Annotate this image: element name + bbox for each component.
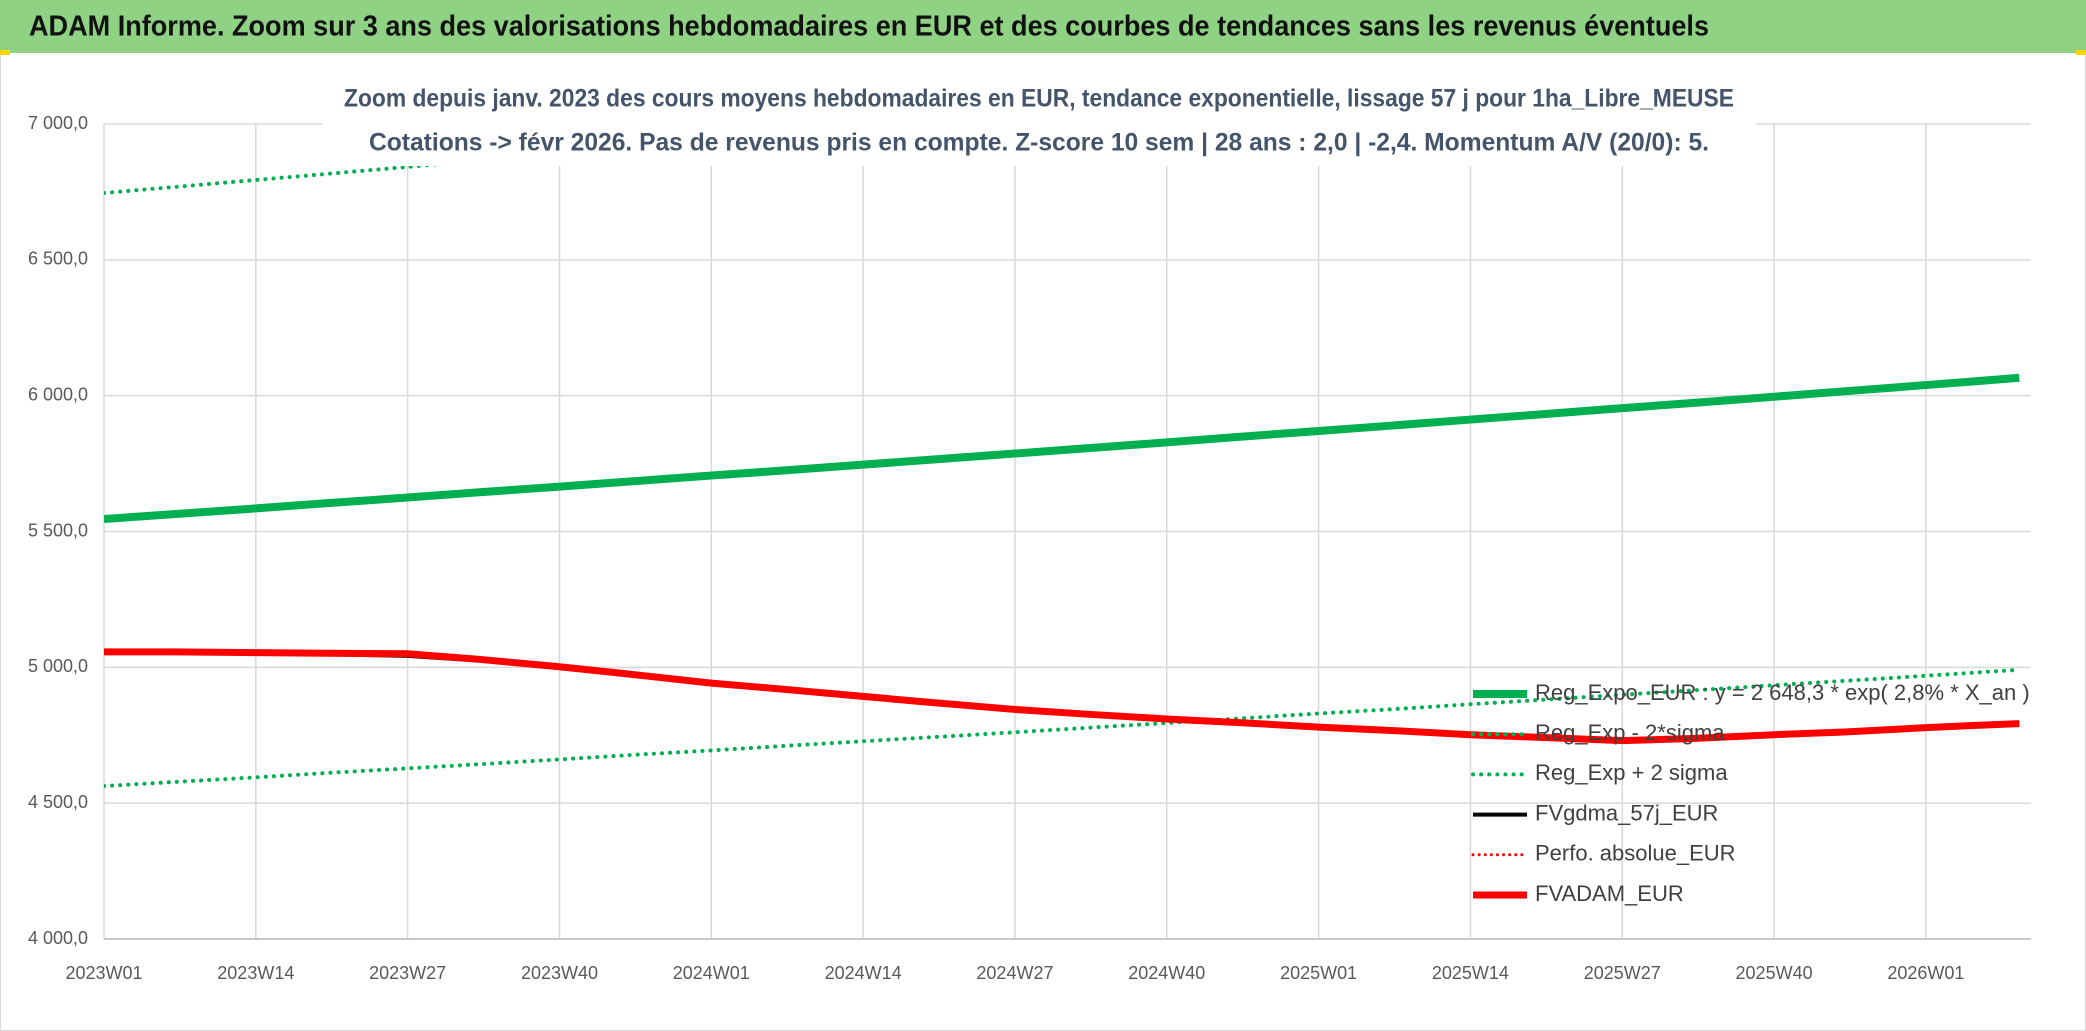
corner — [2076, 50, 2086, 55]
x-tick-label: 2024W14 — [825, 963, 902, 983]
y-tick-label: 5 000,0 — [28, 656, 88, 676]
x-tick-label: 2025W01 — [1280, 963, 1357, 983]
x-tick-label: 2023W40 — [521, 963, 598, 983]
legend-label: Perfo. absolue_EUR — [1535, 841, 1736, 866]
y-tick-label: 5 500,0 — [28, 520, 88, 540]
chart-subtitle: Cotations -> févr 2026. Pas de revenus p… — [369, 129, 1709, 157]
x-tick-label: 2025W14 — [1432, 963, 1509, 983]
y-tick-label: 6 000,0 — [28, 384, 88, 404]
x-tick-label: 2023W27 — [369, 963, 446, 983]
legend-label: FVADAM_EUR — [1535, 881, 1684, 906]
header-title: ADAM Informe. Zoom sur 3 ans des valoris… — [29, 11, 1709, 43]
legend-label: Reg_Exp - 2*sigma — [1535, 720, 1725, 745]
y-tick-label: 4 000,0 — [28, 928, 88, 948]
x-tick-label: 2026W01 — [1887, 963, 1964, 983]
x-tick-label: 2023W14 — [217, 963, 294, 983]
y-tick-label: 4 500,0 — [28, 792, 88, 812]
series-line — [104, 648, 2020, 745]
title-box — [322, 77, 1756, 166]
x-tick-label: 2023W01 — [65, 963, 142, 983]
x-tick-label: 2024W01 — [673, 963, 750, 983]
corner — [0, 50, 10, 55]
header-band — [0, 0, 2086, 53]
chart-title: Zoom depuis janv. 2023 des cours moyens … — [344, 85, 1734, 113]
legend-label: FVgdma_57j_EUR — [1535, 800, 1718, 825]
x-tick-label: 2024W40 — [1128, 963, 1205, 983]
series-line — [104, 373, 2020, 523]
series-line — [104, 667, 2022, 789]
x-tick-label: 2025W40 — [1736, 963, 1813, 983]
x-tick-label: 2024W27 — [976, 963, 1053, 983]
legend-label: Reg_Expo_EUR : y = 2 648,3 * exp( 2,8% *… — [1535, 680, 2030, 705]
x-tick-label: 2025W27 — [1584, 963, 1661, 983]
y-tick-label: 7 000,0 — [28, 113, 88, 133]
legend-label: Reg_Exp + 2 sigma — [1535, 760, 1728, 785]
y-tick-label: 6 500,0 — [28, 249, 88, 269]
